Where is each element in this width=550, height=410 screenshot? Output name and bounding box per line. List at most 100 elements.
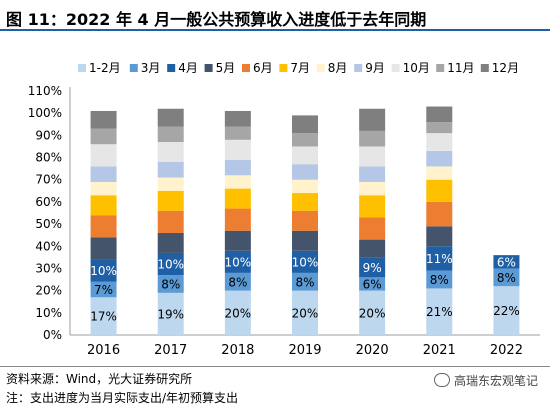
- data-label: 22%: [493, 304, 520, 318]
- footer-rule: [0, 366, 550, 367]
- bar-segment: [90, 281, 117, 298]
- x-tick-label: 2021: [423, 343, 456, 358]
- data-label: 19%: [157, 307, 184, 321]
- bar-segment: [157, 292, 184, 335]
- data-label: 8%: [161, 277, 180, 291]
- y-tick-label: 110%: [28, 84, 62, 98]
- source-note: 资料来源：Wind，光大证券研究所: [6, 372, 193, 386]
- bar-segment: [359, 257, 386, 278]
- bar-segment: [292, 250, 318, 273]
- legend-swatch-5: [242, 64, 250, 72]
- legend-swatch-8: [354, 64, 363, 72]
- legend-label-7: 8月: [328, 61, 348, 75]
- data-label: 11%: [426, 252, 453, 266]
- legend-swatch-10: [436, 64, 445, 72]
- legend-label-2: 3月: [141, 61, 161, 75]
- bar-segment: [359, 195, 386, 218]
- data-label: 7%: [94, 283, 113, 297]
- bar-segment: [224, 188, 251, 209]
- bar-segment: [493, 268, 520, 287]
- legend-swatch-2: [129, 64, 138, 72]
- bar-segment: [157, 210, 184, 233]
- data-label: 17%: [90, 310, 117, 324]
- bar-segment: [426, 246, 453, 271]
- data-label: 20%: [225, 306, 252, 320]
- legend-swatch-7: [316, 64, 325, 72]
- bar-segment: [224, 175, 251, 189]
- bar-segment: [224, 250, 251, 273]
- data-label: 8%: [497, 271, 516, 285]
- bar-segment: [157, 108, 184, 127]
- legend-label-4: 5月: [216, 61, 236, 75]
- bar-segment: [292, 164, 318, 180]
- data-label: 6%: [497, 255, 516, 269]
- x-tick-label: 2019: [288, 343, 321, 358]
- bar-segment: [292, 290, 318, 335]
- bar-segment: [157, 190, 184, 211]
- bar-segment: [224, 208, 251, 231]
- bar-segment: [493, 255, 520, 269]
- bar-segment: [292, 133, 318, 147]
- bar-segment: [292, 210, 318, 231]
- watermark-text: 高瑞东宏观笔记: [453, 374, 538, 388]
- wechat-icon: [433, 373, 450, 387]
- bar-segment: [157, 161, 184, 178]
- bar-segment: [90, 297, 117, 335]
- bar-segment: [426, 201, 453, 227]
- figure-title: 图 11：2022 年 4 月一般公共预算收入进度低于去年同期: [6, 10, 427, 29]
- stacked-bar-chart: 1-2月 3月 4月 5月 6月 7月 8月 9月 10月 11月 12月 0% 10% 20% 30% 40…: [28, 61, 540, 358]
- y-tick-label: 80%: [35, 151, 62, 165]
- y-tick-label: 50%: [35, 217, 62, 231]
- legend-swatch-4: [204, 64, 213, 72]
- footnote: 注：支出进度为当月实际支出/年初预算支出: [6, 391, 239, 405]
- bar-segment: [426, 226, 453, 247]
- data-label: 9%: [363, 261, 382, 275]
- title-rule: [0, 29, 550, 31]
- x-tick-label: 2022: [490, 343, 523, 358]
- bar-segment: [157, 275, 184, 293]
- legend-label-11: 12月: [492, 61, 519, 75]
- bar-segment: [292, 193, 318, 211]
- bar-segment: [224, 230, 251, 251]
- bar-segment: [292, 146, 318, 165]
- bar-segment: [426, 133, 453, 151]
- y-tick-label: 60%: [35, 195, 62, 209]
- data-label: 20%: [359, 306, 386, 320]
- bar-segment: [90, 166, 117, 182]
- legend-label-10: 11月: [447, 61, 474, 75]
- x-tick-label: 2020: [356, 343, 389, 358]
- bar-segment: [359, 181, 386, 196]
- bar-segment: [157, 232, 184, 253]
- bar-segment: [359, 217, 386, 240]
- bar-segment: [359, 166, 386, 182]
- bar-segment: [426, 179, 453, 202]
- y-tick-label: 20%: [35, 284, 62, 298]
- bar-segment: [292, 230, 318, 251]
- y-tick-label: 90%: [35, 128, 62, 142]
- bar-segment: [426, 166, 453, 180]
- bar-segment: [224, 126, 251, 140]
- bar-segment: [157, 177, 184, 191]
- bar-segment: [426, 150, 453, 167]
- data-label: 6%: [363, 277, 382, 291]
- bar-segment: [292, 272, 318, 291]
- bar-segment: [224, 290, 251, 335]
- legend-label-5: 6月: [253, 61, 273, 75]
- bar-segment: [157, 142, 184, 162]
- legend-label-1: 1-2月: [89, 61, 121, 75]
- legend-swatch-9: [391, 64, 400, 72]
- bar-segment: [426, 270, 453, 289]
- bar-segment: [224, 110, 251, 127]
- data-label: 10%: [90, 264, 117, 278]
- bar-segment: [359, 239, 386, 258]
- bar-segment: [90, 128, 117, 145]
- legend-swatch-1: [78, 64, 86, 72]
- y-tick-label: 10%: [35, 306, 62, 320]
- bar-segment: [90, 110, 117, 129]
- bar-segment: [157, 126, 184, 143]
- legend-swatch-6: [279, 64, 288, 72]
- watermark: 高瑞东宏观笔记: [433, 372, 538, 389]
- legend-swatch-11: [480, 64, 489, 72]
- bar-segment: [359, 277, 386, 291]
- bar-segment: [493, 286, 520, 335]
